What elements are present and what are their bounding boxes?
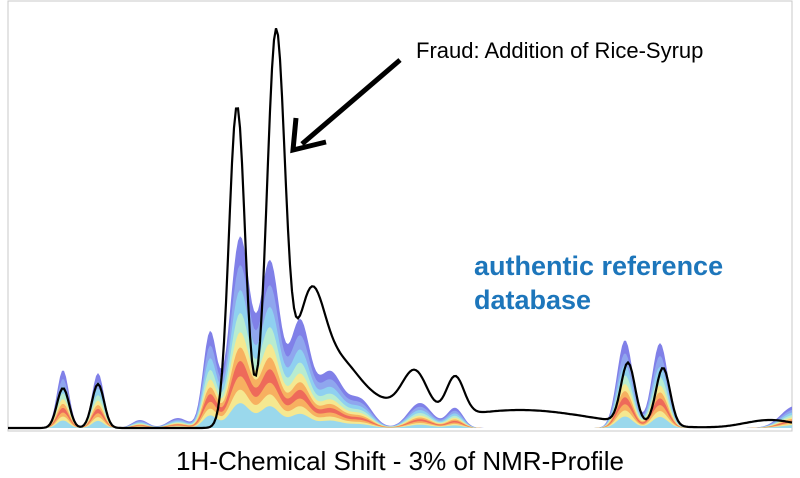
fraud-spectrum	[8, 27, 793, 430]
reference-label-line: authentic reference	[474, 251, 723, 281]
reference-label: authentic reference database	[474, 251, 723, 315]
arrow-shaft	[300, 58, 402, 146]
x-axis-label: 1H-Chemical Shift - 3% of NMR-Profile	[176, 446, 624, 476]
band-layer	[8, 403, 792, 428]
band-layer	[8, 389, 792, 428]
reference-label-line: database	[474, 285, 591, 315]
annotation: Fraud: Addition of Rice-Syrup	[416, 38, 703, 63]
arrow-head	[290, 117, 327, 154]
plot-frame	[7, 0, 793, 432]
reference-band	[8, 236, 792, 428]
